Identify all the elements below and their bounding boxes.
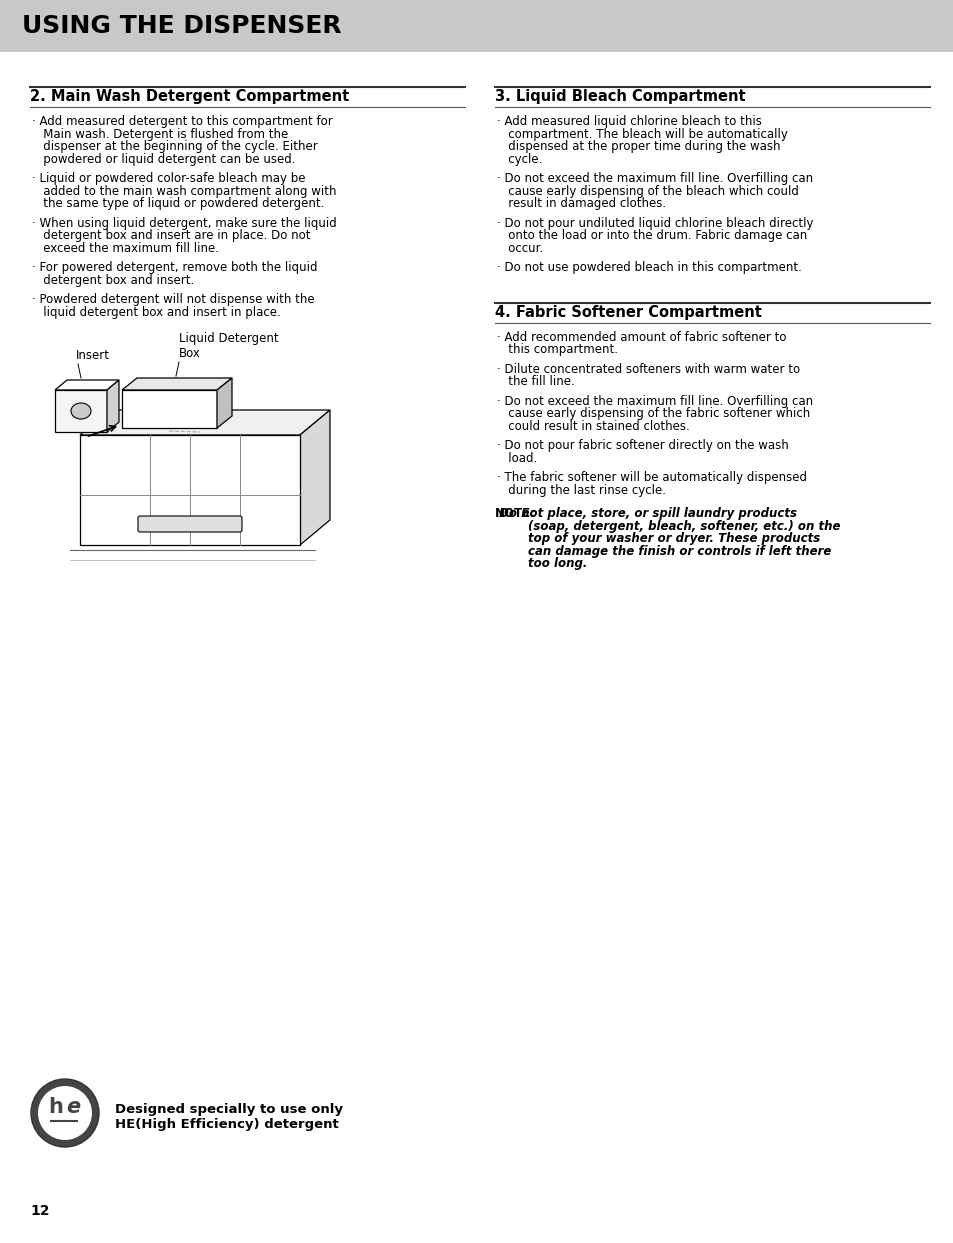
Polygon shape xyxy=(80,435,299,544)
Polygon shape xyxy=(122,390,216,428)
Text: onto the load or into the drum. Fabric damage can: onto the load or into the drum. Fabric d… xyxy=(497,229,806,242)
Text: powdered or liquid detergent can be used.: powdered or liquid detergent can be used… xyxy=(32,153,295,165)
Polygon shape xyxy=(216,378,232,428)
Text: during the last rinse cycle.: during the last rinse cycle. xyxy=(497,484,665,496)
FancyBboxPatch shape xyxy=(138,516,242,532)
Polygon shape xyxy=(55,380,119,390)
Text: · The fabric softener will be automatically dispensed: · The fabric softener will be automatica… xyxy=(497,471,806,484)
Polygon shape xyxy=(107,380,119,433)
Text: · Do not use powdered bleach in this compartment.: · Do not use powdered bleach in this com… xyxy=(497,261,801,273)
Text: could result in stained clothes.: could result in stained clothes. xyxy=(497,419,689,433)
Text: · Add measured detergent to this compartment for: · Add measured detergent to this compart… xyxy=(32,116,333,128)
Text: · Add measured liquid chlorine bleach to this: · Add measured liquid chlorine bleach to… xyxy=(497,116,761,128)
Text: result in damaged clothes.: result in damaged clothes. xyxy=(497,196,665,210)
Text: h: h xyxy=(48,1098,63,1117)
Text: the fill line.: the fill line. xyxy=(497,375,574,388)
Text: top of your washer or dryer. These products: top of your washer or dryer. These produ… xyxy=(495,532,820,544)
Text: · Powdered detergent will not dispense with the: · Powdered detergent will not dispense w… xyxy=(32,293,314,306)
Text: this compartment.: this compartment. xyxy=(497,343,618,355)
Text: can damage the finish or controls if left there: can damage the finish or controls if lef… xyxy=(495,544,830,558)
Text: Do not place, store, or spill laundry products: Do not place, store, or spill laundry pr… xyxy=(495,507,796,520)
Ellipse shape xyxy=(71,403,91,419)
Text: cause early dispensing of the bleach which could: cause early dispensing of the bleach whi… xyxy=(497,184,798,198)
Text: compartment. The bleach will be automatically: compartment. The bleach will be automati… xyxy=(497,128,787,140)
Text: NOTE:: NOTE: xyxy=(495,507,536,520)
Text: dispenser at the beginning of the cycle. Either: dispenser at the beginning of the cycle.… xyxy=(32,140,317,153)
Polygon shape xyxy=(80,410,330,435)
Text: · When using liquid detergent, make sure the liquid: · When using liquid detergent, make sure… xyxy=(32,216,336,230)
Text: · For powered detergent, remove both the liquid: · For powered detergent, remove both the… xyxy=(32,261,317,273)
Text: · Do not pour undiluted liquid chlorine bleach directly: · Do not pour undiluted liquid chlorine … xyxy=(497,216,813,230)
Text: · Do not exceed the maximum fill line. Overfilling can: · Do not exceed the maximum fill line. O… xyxy=(497,394,812,408)
Text: exceed the maximum fill line.: exceed the maximum fill line. xyxy=(32,241,219,255)
Text: 2. Main Wash Detergent Compartment: 2. Main Wash Detergent Compartment xyxy=(30,89,349,104)
Text: added to the main wash compartment along with: added to the main wash compartment along… xyxy=(32,184,336,198)
Circle shape xyxy=(30,1079,99,1147)
Text: load.: load. xyxy=(497,451,537,465)
Text: (soap, detergent, bleach, softener, etc.) on the: (soap, detergent, bleach, softener, etc.… xyxy=(495,520,840,532)
Text: liquid detergent box and insert in place.: liquid detergent box and insert in place… xyxy=(32,306,280,318)
Bar xyxy=(0,0,953,52)
Circle shape xyxy=(38,1086,91,1140)
Text: cycle.: cycle. xyxy=(497,153,542,165)
Text: Designed specially to use only
HE(High Efficiency) detergent: Designed specially to use only HE(High E… xyxy=(115,1103,343,1131)
Polygon shape xyxy=(55,390,107,433)
Text: 3. Liquid Bleach Compartment: 3. Liquid Bleach Compartment xyxy=(495,89,745,104)
Text: detergent box and insert are in place. Do not: detergent box and insert are in place. D… xyxy=(32,229,310,242)
Text: · Do not exceed the maximum fill line. Overfilling can: · Do not exceed the maximum fill line. O… xyxy=(497,172,812,185)
Text: dispensed at the proper time during the wash: dispensed at the proper time during the … xyxy=(497,140,780,153)
Text: the same type of liquid or powdered detergent.: the same type of liquid or powdered dete… xyxy=(32,196,324,210)
Text: 4. Fabric Softener Compartment: 4. Fabric Softener Compartment xyxy=(495,305,761,319)
Text: 12: 12 xyxy=(30,1204,50,1218)
Text: · Do not pour fabric softener directly on the wash: · Do not pour fabric softener directly o… xyxy=(497,439,788,452)
Text: detergent box and insert.: detergent box and insert. xyxy=(32,273,194,286)
Text: Insert: Insert xyxy=(76,349,110,362)
Text: · Add recommended amount of fabric softener to: · Add recommended amount of fabric softe… xyxy=(497,331,785,343)
Text: USING THE DISPENSER: USING THE DISPENSER xyxy=(22,14,341,39)
Text: too long.: too long. xyxy=(495,557,587,571)
Text: cause early dispensing of the fabric softener which: cause early dispensing of the fabric sof… xyxy=(497,406,809,420)
Polygon shape xyxy=(122,378,232,390)
Text: Liquid Detergent
Box: Liquid Detergent Box xyxy=(179,332,278,360)
Text: e: e xyxy=(66,1098,80,1117)
Text: Main wash. Detergent is flushed from the: Main wash. Detergent is flushed from the xyxy=(32,128,288,140)
Polygon shape xyxy=(299,410,330,544)
Text: · Liquid or powdered color-safe bleach may be: · Liquid or powdered color-safe bleach m… xyxy=(32,172,305,185)
Text: · Dilute concentrated softeners with warm water to: · Dilute concentrated softeners with war… xyxy=(497,363,800,375)
Text: occur.: occur. xyxy=(497,241,542,255)
